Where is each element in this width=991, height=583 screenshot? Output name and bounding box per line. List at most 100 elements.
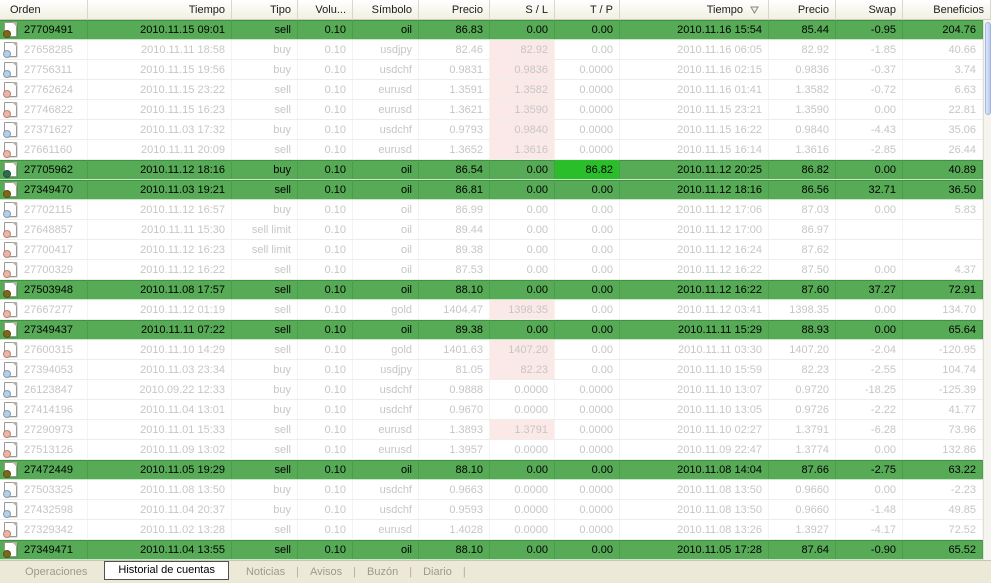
tab-historial-de-cuentas[interactable]: Historial de cuentas	[104, 560, 229, 580]
stop-loss: 0.00	[490, 160, 555, 179]
column-header-swap[interactable]: Swap	[836, 0, 903, 19]
swap-value: 32.71	[836, 180, 903, 199]
order-row[interactable]: 27700329 2010.11.12 16:22 sell 0.10 oil …	[0, 260, 983, 280]
volume: 0.10	[298, 220, 353, 239]
open-price: 0.9670	[419, 400, 490, 419]
close-time: 2010.11.12 18:16	[620, 180, 769, 199]
order-type: sell	[232, 20, 298, 39]
vertical-scrollbar[interactable]	[983, 20, 991, 560]
column-header-simbolo[interactable]: Símbolo	[353, 0, 419, 19]
take-profit: 0.00	[555, 460, 620, 479]
order-row[interactable]: 27349437 2010.11.11 07:22 sell 0.10 oil …	[0, 320, 983, 340]
order-row[interactable]: 27658285 2010.11.11 18:58 buy 0.10 usdjp…	[0, 40, 983, 60]
stop-loss: 0.00	[490, 280, 555, 299]
column-header-precio-cierre[interactable]: Precio	[769, 0, 836, 19]
take-profit: 0.00	[555, 20, 620, 39]
volume: 0.10	[298, 180, 353, 199]
order-row[interactable]: 27329342 2010.11.02 13:28 sell 0.10 euru…	[0, 520, 983, 540]
column-header-tp[interactable]: T / P	[555, 0, 620, 19]
take-profit: 0.00	[555, 300, 620, 319]
scrollbar-thumb[interactable]	[985, 22, 991, 115]
close-price: 1.3590	[769, 100, 836, 119]
take-profit: 0.0000	[555, 140, 620, 159]
close-price: 87.60	[769, 280, 836, 299]
order-row[interactable]: 27700417 2010.11.12 16:23 sell limit 0.1…	[0, 240, 983, 260]
order-row[interactable]: 27762624 2010.11.15 23:22 sell 0.10 euru…	[0, 80, 983, 100]
stop-loss: 1407.20	[490, 340, 555, 359]
order-row[interactable]: 27503325 2010.11.08 13:50 buy 0.10 usdch…	[0, 480, 983, 500]
order-row[interactable]: 27432598 2010.11.04 20:37 buy 0.10 usdch…	[0, 500, 983, 520]
open-price: 81.05	[419, 360, 490, 379]
stop-loss: 0.00	[490, 460, 555, 479]
stop-loss: 0.00	[490, 180, 555, 199]
profit-value: 26.44	[903, 140, 983, 159]
stop-loss: 0.9840	[490, 120, 555, 139]
order-type: buy	[232, 160, 298, 179]
order-row[interactable]: 27414196 2010.11.04 13:01 buy 0.10 usdch…	[0, 400, 983, 420]
stop-loss: 82.92	[490, 40, 555, 59]
sell-dot-icon	[3, 550, 11, 558]
order-type: buy	[232, 40, 298, 59]
take-profit: 0.0000	[555, 120, 620, 139]
tab-avisos[interactable]: Avisos	[309, 566, 343, 578]
profit-value: 72.91	[903, 280, 983, 299]
order-type: sell	[232, 280, 298, 299]
profit-value: -2.23	[903, 480, 983, 499]
stop-loss: 0.00	[490, 220, 555, 239]
column-header-beneficios[interactable]: Beneficios	[903, 0, 991, 19]
column-header-orden[interactable]: Orden	[0, 0, 88, 19]
volume: 0.10	[298, 140, 353, 159]
close-price: 0.9836	[769, 60, 836, 79]
column-header-volumen[interactable]: Volu...	[298, 0, 353, 19]
close-time: 2010.11.12 16:22	[620, 260, 769, 279]
open-time: 2010.11.12 16:57	[88, 200, 232, 219]
column-header-sl[interactable]: S / L	[490, 0, 555, 19]
column-header-precio-apertura[interactable]: Precio	[419, 0, 490, 19]
tab-diario[interactable]: Diario	[423, 566, 452, 578]
order-row[interactable]: 26123847 2010.09.22 12:33 buy 0.10 usdch…	[0, 380, 983, 400]
order-row[interactable]: 27290973 2010.11.01 15:33 sell 0.10 euru…	[0, 420, 983, 440]
order-row[interactable]: 27702115 2010.11.12 16:57 buy 0.10 oil 8…	[0, 200, 983, 220]
column-header-tipo[interactable]: Tipo	[232, 0, 298, 19]
sell-dot-icon	[3, 30, 11, 38]
swap-value: 0.00	[836, 100, 903, 119]
order-row[interactable]: 27648857 2010.11.11 15:30 sell limit 0.1…	[0, 220, 983, 240]
order-id: 27503325	[24, 483, 73, 496]
swap-value: 0.00	[836, 160, 903, 179]
order-row[interactable]: 27705962 2010.11.12 18:16 buy 0.10 oil 8…	[0, 160, 983, 180]
order-row[interactable]: 27371627 2010.11.03 17:32 buy 0.10 usdch…	[0, 120, 983, 140]
order-row[interactable]: 27503948 2010.11.08 17:57 sell 0.10 oil …	[0, 280, 983, 300]
order-row[interactable]: 27472449 2010.11.05 19:29 sell 0.10 oil …	[0, 460, 983, 480]
order-id: 27503948	[24, 283, 73, 296]
swap-value	[836, 240, 903, 259]
symbol: eurusd	[353, 420, 419, 439]
tab-buzon[interactable]: Buzón	[367, 566, 399, 578]
order-document-icon	[3, 442, 17, 458]
order-row[interactable]: 27394053 2010.11.03 23:34 buy 0.10 usdjp…	[0, 360, 983, 380]
open-price: 0.9888	[419, 380, 490, 399]
column-header-tiempo-apertura[interactable]: Tiempo	[88, 0, 232, 19]
order-row[interactable]: 27349471 2010.11.04 13:55 sell 0.10 oil …	[0, 540, 983, 560]
order-row[interactable]: 27756311 2010.11.15 19:56 buy 0.10 usdch…	[0, 60, 983, 80]
order-row[interactable]: 27600315 2010.11.10 14:29 sell 0.10 gold…	[0, 340, 983, 360]
tab-noticias[interactable]: Noticias	[245, 566, 286, 578]
order-row[interactable]: 27667277 2010.11.12 01:19 sell 0.10 gold…	[0, 300, 983, 320]
open-price: 86.99	[419, 200, 490, 219]
column-header-tiempo-cierre[interactable]: Tiempo	[620, 0, 769, 19]
order-id: 27705962	[24, 163, 73, 176]
order-row[interactable]: 27709491 2010.11.15 09:01 sell 0.10 oil …	[0, 20, 983, 40]
stop-loss: 0.00	[490, 260, 555, 279]
tab-operaciones[interactable]: Operaciones	[25, 566, 88, 578]
symbol: usdchf	[353, 400, 419, 419]
order-row[interactable]: 27513126 2010.11.09 13:02 sell 0.10 euru…	[0, 440, 983, 460]
close-price: 86.97	[769, 220, 836, 239]
take-profit: 0.0000	[555, 380, 620, 399]
volume: 0.10	[298, 500, 353, 519]
open-time: 2010.11.10 14:29	[88, 340, 232, 359]
order-row[interactable]: 27661160 2010.11.11 20:09 sell 0.10 euru…	[0, 140, 983, 160]
stop-loss: 0.0000	[490, 500, 555, 519]
order-row[interactable]: 27349470 2010.11.03 19:21 sell 0.10 oil …	[0, 180, 983, 200]
volume: 0.10	[298, 100, 353, 119]
order-type: buy	[232, 60, 298, 79]
order-row[interactable]: 27746822 2010.11.15 16:23 sell 0.10 euru…	[0, 100, 983, 120]
